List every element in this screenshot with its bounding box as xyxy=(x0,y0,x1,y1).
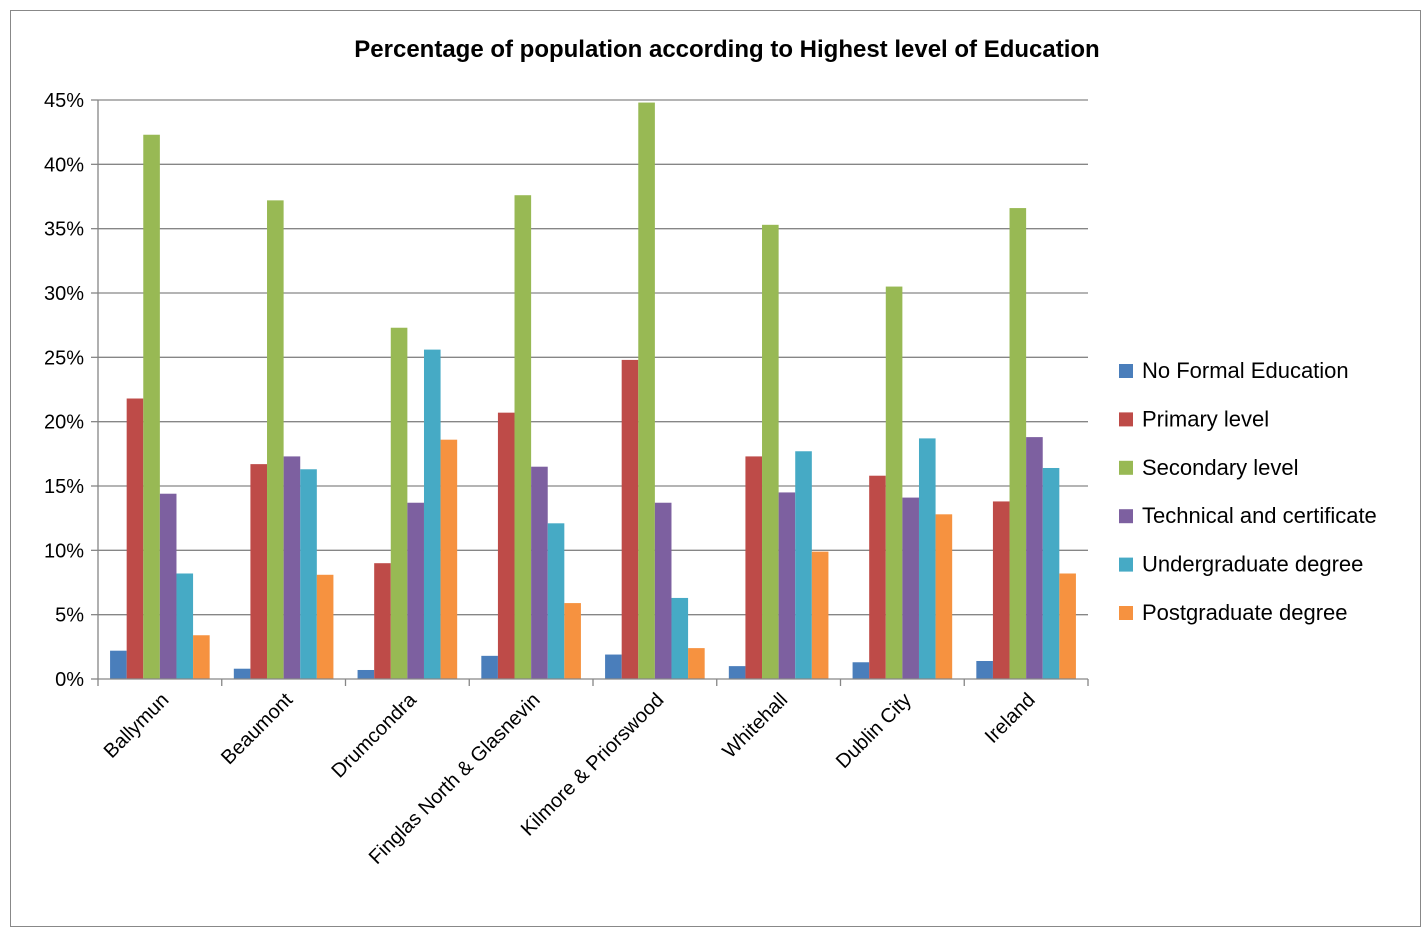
y-tick-label: 30% xyxy=(44,283,84,305)
bar xyxy=(671,597,689,679)
bar xyxy=(778,492,796,679)
bar xyxy=(126,398,144,679)
bar xyxy=(531,466,548,679)
bar xyxy=(1026,437,1043,679)
bar xyxy=(885,286,903,679)
bar xyxy=(423,349,441,679)
bar xyxy=(869,475,886,679)
bar xyxy=(811,551,829,679)
bar xyxy=(902,497,919,679)
y-axis-tick-labels: 0% 5% 10% 15% 20% 25% 30% 35% 40% 45% xyxy=(44,90,84,691)
y-tick-label: 0% xyxy=(55,669,84,691)
y-tick-label: 5% xyxy=(55,605,84,627)
y-tick-label: 10% xyxy=(44,540,84,562)
legend-label: Postgraduate degree xyxy=(1142,600,1348,625)
y-tick-label: 25% xyxy=(44,347,84,369)
bar xyxy=(250,464,268,679)
bar xyxy=(514,195,532,679)
bar xyxy=(621,359,639,679)
x-tick-label: Ballymun xyxy=(100,689,174,763)
bar xyxy=(992,501,1010,679)
bar xyxy=(143,134,160,679)
bar xyxy=(728,666,746,679)
y-tick-label: 20% xyxy=(44,412,84,434)
x-tick-label: Beaumont xyxy=(217,689,297,769)
bar xyxy=(976,660,993,679)
bar xyxy=(935,514,953,679)
bar xyxy=(357,669,375,679)
bar xyxy=(795,451,812,679)
bar xyxy=(316,574,334,679)
x-tick-label: Kilmore & Priorswood xyxy=(517,689,669,841)
legend-label: Primary level xyxy=(1142,406,1269,431)
bar xyxy=(440,439,458,679)
bar xyxy=(110,650,127,679)
legend-swatch xyxy=(1119,364,1133,378)
legend-swatch xyxy=(1119,606,1133,620)
y-tick-label: 40% xyxy=(44,154,84,176)
chart-frame: Percentage of population according to Hi… xyxy=(10,10,1421,927)
legend-swatch xyxy=(1119,509,1133,524)
bar xyxy=(688,648,705,679)
x-tick-label: Whitehall xyxy=(718,689,792,763)
bar xyxy=(176,573,194,679)
y-tick-label: 15% xyxy=(44,476,84,498)
bar xyxy=(1059,573,1076,679)
bar xyxy=(193,635,210,679)
bar xyxy=(638,102,655,679)
x-tick-label: Drumcondra xyxy=(328,688,422,782)
legend-swatch xyxy=(1119,412,1133,427)
bar xyxy=(481,655,498,679)
y-tick-label: 45% xyxy=(44,90,84,112)
bar xyxy=(564,603,581,679)
bar xyxy=(1042,467,1060,679)
bar xyxy=(654,502,672,679)
legend-label: Technical and certificate xyxy=(1142,503,1377,528)
x-tick-label: Dublin City xyxy=(832,689,916,773)
bar xyxy=(159,493,177,679)
bar xyxy=(374,563,391,679)
bar xyxy=(407,502,424,679)
bar xyxy=(762,224,779,679)
bar xyxy=(267,200,284,680)
legend-swatch xyxy=(1119,557,1133,572)
legend-label: No Formal Education xyxy=(1142,358,1349,383)
bar xyxy=(497,412,515,679)
chart-title: Percentage of population according to Hi… xyxy=(354,36,1099,63)
bar-chart: Percentage of population according to Hi… xyxy=(44,36,1377,869)
y-tick-label: 35% xyxy=(44,219,84,241)
bar xyxy=(390,327,408,679)
axes xyxy=(97,100,1089,686)
bar xyxy=(918,438,936,679)
x-tick-label: Ireland xyxy=(981,689,1040,748)
legend-swatch xyxy=(1119,460,1133,475)
bar xyxy=(283,456,301,679)
bar xyxy=(300,469,317,679)
bar xyxy=(745,456,763,679)
bars xyxy=(110,102,1076,680)
legend-label: Undergraduate degree xyxy=(1142,552,1363,577)
bar xyxy=(547,523,565,679)
bar xyxy=(1009,208,1027,679)
bar xyxy=(605,654,622,679)
legend-label: Secondary level xyxy=(1142,455,1299,480)
bar xyxy=(233,668,251,679)
bar xyxy=(852,662,870,679)
legend: No Formal Education Primary level Secondar… xyxy=(1119,358,1377,625)
